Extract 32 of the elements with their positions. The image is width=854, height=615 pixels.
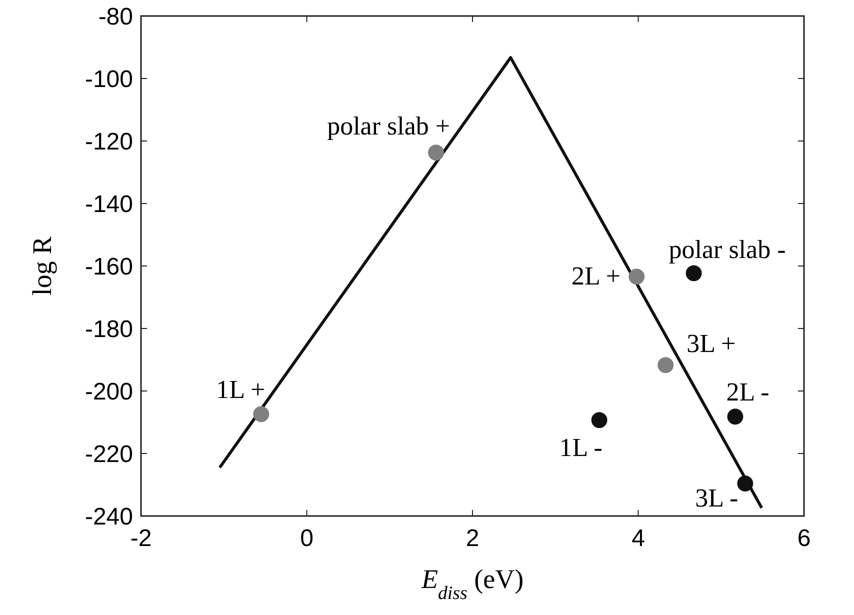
x-axis-title: E$_{diss}$ (eV)	[420, 564, 524, 604]
point	[428, 144, 444, 161]
x-tick-label: 4	[632, 525, 645, 552]
point	[591, 412, 608, 428]
annotation: 2L +	[572, 262, 621, 291]
y-tick-label: -240	[84, 503, 133, 530]
x-tick-label: 6	[797, 525, 811, 552]
y-tick-label: -180	[84, 316, 133, 343]
y-tick-label: -200	[84, 378, 133, 406]
y-tick-label: -120	[84, 128, 133, 156]
annotation: polar slab +	[327, 112, 450, 141]
x-tick-label: 2	[466, 525, 480, 552]
point	[253, 406, 270, 422]
annotation: polar slab -	[668, 235, 786, 264]
point	[727, 408, 744, 425]
annotation: 3L -	[695, 484, 738, 512]
annotation: 2L -	[726, 378, 770, 407]
y-tick-label: -140	[84, 190, 133, 218]
annotation: 1L +	[216, 375, 266, 404]
x-tick-label: -2	[130, 525, 152, 552]
point	[737, 476, 754, 492]
y-tick-label: -100	[84, 66, 133, 93]
y-tick-label: -160	[84, 253, 133, 280]
annotation: 1L -	[559, 433, 602, 462]
y-tick-label: -220	[84, 440, 133, 468]
point	[686, 265, 702, 282]
y-axis-title: log R	[27, 236, 57, 296]
point	[628, 268, 645, 285]
x-tick-label: 0	[300, 525, 314, 552]
point	[658, 357, 674, 374]
annotation: 3L +	[686, 329, 736, 358]
y-tick-label: -80	[98, 3, 133, 30]
